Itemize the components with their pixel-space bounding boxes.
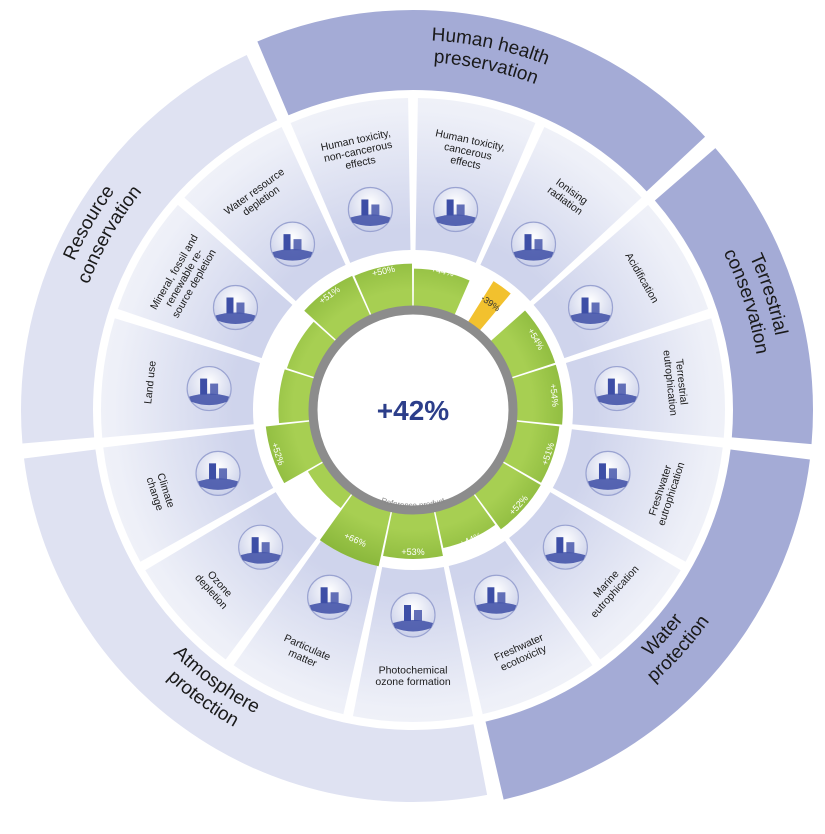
icon-layer — [186, 186, 640, 638]
result-value-terrestrial-eutrophication: +54% — [548, 383, 560, 407]
result-value-photochemical-ozone-formation: +53% — [401, 547, 424, 557]
freshwater-fish-icon — [585, 450, 631, 496]
result-bar-climate-change — [265, 421, 323, 484]
category-label-land-use: Land use — [142, 360, 158, 404]
result-bar-acidification — [490, 310, 556, 378]
result-value-human-toxicity-non-cancerous-effects: +50% — [371, 264, 396, 279]
result-bar-land-use — [278, 369, 314, 424]
barrel-icon — [473, 574, 519, 620]
result-bar-ozone-depletion — [307, 462, 352, 509]
result-bar-freshwater-ecotoxicity — [435, 494, 496, 549]
ozone-globe-icon — [238, 524, 284, 570]
globe-thermometer-icon — [195, 450, 241, 496]
group-band-terrestrial-conservation — [654, 148, 813, 445]
result-bar-particulate-matter — [319, 494, 391, 567]
result-bar-terrestrial-eutrophication — [512, 364, 563, 425]
acid-rain-forest-icon — [567, 284, 614, 331]
group-band-human-health-preservation — [257, 10, 706, 192]
result-value-land-use: +36% — [266, 383, 278, 407]
landscape-icon — [186, 365, 232, 412]
result-bar-human-toxicity-non-cancerous-effects — [354, 263, 413, 315]
category-label-line: Photochemical — [379, 664, 448, 676]
result-ring — [265, 263, 563, 567]
group-band-resource-conservation — [21, 55, 278, 444]
center-value: +42% — [377, 395, 449, 426]
result-value-human-toxicity-cancerous-effects: +44% — [430, 264, 455, 279]
result-value-ozone-depletion: +21% — [296, 493, 319, 517]
oil-rig-icon — [212, 284, 259, 331]
group-band-atmosphere-protection — [24, 449, 488, 802]
smog-city-icon — [390, 592, 436, 638]
result-bar-mineral-fossil-and-renewable-resource-depletion — [286, 321, 336, 378]
hazard-person-icon — [433, 186, 479, 233]
category-label-line: Land use — [142, 360, 158, 404]
result-bar-photochemical-ozone-formation — [383, 511, 443, 559]
result-bar-water-resource-depletion — [304, 275, 371, 340]
category-label-line: ozone formation — [375, 676, 450, 688]
result-bar-ionising-radiation — [468, 281, 511, 331]
skull-hazard-icon — [347, 186, 393, 233]
center-ring — [308, 305, 518, 515]
marine-starfish-icon — [542, 524, 588, 570]
traffic-particulate-icon — [307, 574, 353, 620]
result-bar-human-toxicity-cancerous-effects — [413, 268, 470, 315]
group-band-water-protection — [485, 449, 810, 800]
category-label-line: Terrestrial — [673, 358, 690, 405]
radiation-icon — [510, 221, 557, 267]
group-ring — [21, 10, 813, 802]
result-bar-freshwater-eutrophication — [503, 421, 560, 483]
tractor-icon — [594, 365, 640, 412]
center-hub: +42% Reference product — [308, 305, 518, 515]
water-tap-icon — [269, 221, 316, 267]
category-sector-photochemical-ozone-formation — [352, 567, 474, 723]
